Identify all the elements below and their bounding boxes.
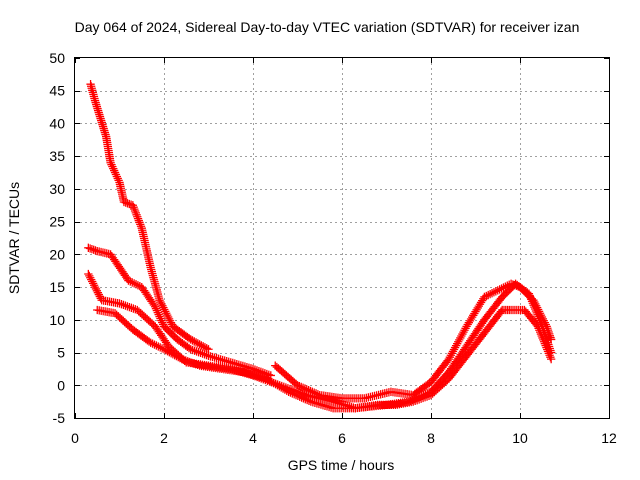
chart-title: Day 064 of 2024, Sidereal Day-to-day VTE…	[75, 19, 580, 35]
y-tick-label: 10	[49, 312, 65, 328]
data-point	[547, 335, 556, 344]
series-arc-steep-descent	[86, 80, 213, 354]
grid-lines	[75, 58, 610, 419]
data-point	[204, 345, 213, 354]
plot-frame	[74, 57, 610, 419]
y-tick-label: 35	[49, 148, 65, 164]
data-points	[84, 80, 556, 413]
x-tick-label: 8	[427, 430, 435, 446]
y-tick-label: 20	[49, 246, 65, 262]
series-arc-lower-left	[93, 305, 556, 413]
y-tick-label: 50	[49, 50, 65, 66]
y-tick-label: 5	[57, 345, 65, 361]
series-arc-upper-right	[271, 279, 556, 403]
y-tick-label: 45	[49, 83, 65, 99]
x-tick-label: 0	[71, 430, 79, 446]
data-point	[547, 354, 556, 364]
series-arc-upper-left	[84, 243, 275, 380]
y-axis-label: SDTVAR / TECUs	[6, 182, 22, 294]
x-tick-label: 6	[338, 430, 346, 446]
y-tick-labels: -5 0 5 10 15 20 25 30 35 40 45 50	[49, 50, 65, 426]
y-tick-label: -5	[53, 410, 66, 426]
y-tick-label: 25	[49, 214, 65, 230]
x-tick-label: 2	[160, 430, 168, 446]
y-tick-label: 15	[49, 279, 65, 295]
y-tick-label: 0	[57, 377, 65, 393]
x-tick-labels: 0 2 4 6 8 10 12	[71, 430, 617, 446]
data-point	[266, 371, 275, 380]
y-tick-label: 30	[49, 181, 65, 197]
x-tick-label: 4	[249, 430, 257, 446]
x-tick-label: 12	[601, 430, 617, 446]
x-axis-label: GPS time / hours	[288, 457, 395, 473]
data-point	[496, 307, 506, 316]
x-tick-label: 10	[512, 430, 528, 446]
y-tick-label: 40	[49, 115, 65, 131]
